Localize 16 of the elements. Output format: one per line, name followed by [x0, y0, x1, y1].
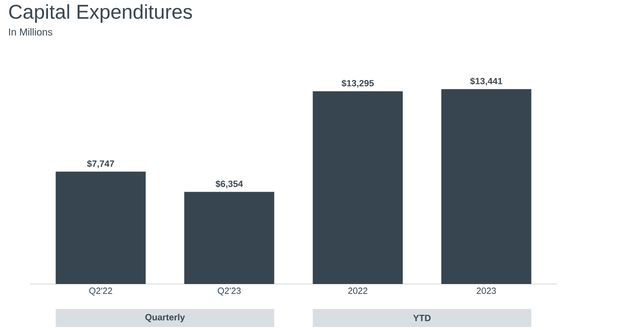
data-label: $13,441: [470, 77, 502, 86]
x-tick-label: 2022: [348, 288, 368, 294]
bar: [312, 91, 403, 284]
text: Quarterly: [145, 314, 185, 322]
x-tick-label: Q2'22: [89, 288, 112, 296]
data-label: $7,747: [87, 160, 114, 168]
bar: [441, 89, 532, 284]
text: YTD: [413, 314, 431, 322]
bar: [56, 172, 146, 284]
data-label: $6,354: [216, 180, 243, 188]
bar: [184, 192, 274, 284]
data-label: $13,295: [342, 80, 374, 88]
chart-subtitle: In Millions: [9, 28, 52, 36]
x-tick-label: 2023: [476, 288, 496, 294]
chart-title: Capital Expenditures: [9, 4, 192, 23]
x-tick-label: Q2'23: [218, 288, 241, 296]
